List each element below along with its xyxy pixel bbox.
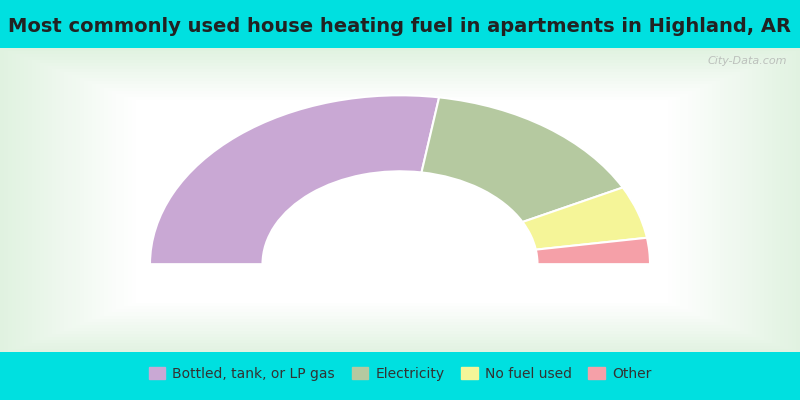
Wedge shape — [150, 95, 439, 264]
Legend: Bottled, tank, or LP gas, Electricity, No fuel used, Other: Bottled, tank, or LP gas, Electricity, N… — [143, 362, 657, 386]
Text: City-Data.com: City-Data.com — [708, 56, 787, 66]
Text: Most commonly used house heating fuel in apartments in Highland, AR: Most commonly used house heating fuel in… — [9, 17, 791, 36]
Wedge shape — [522, 188, 647, 250]
Wedge shape — [422, 97, 622, 222]
Wedge shape — [536, 238, 650, 264]
